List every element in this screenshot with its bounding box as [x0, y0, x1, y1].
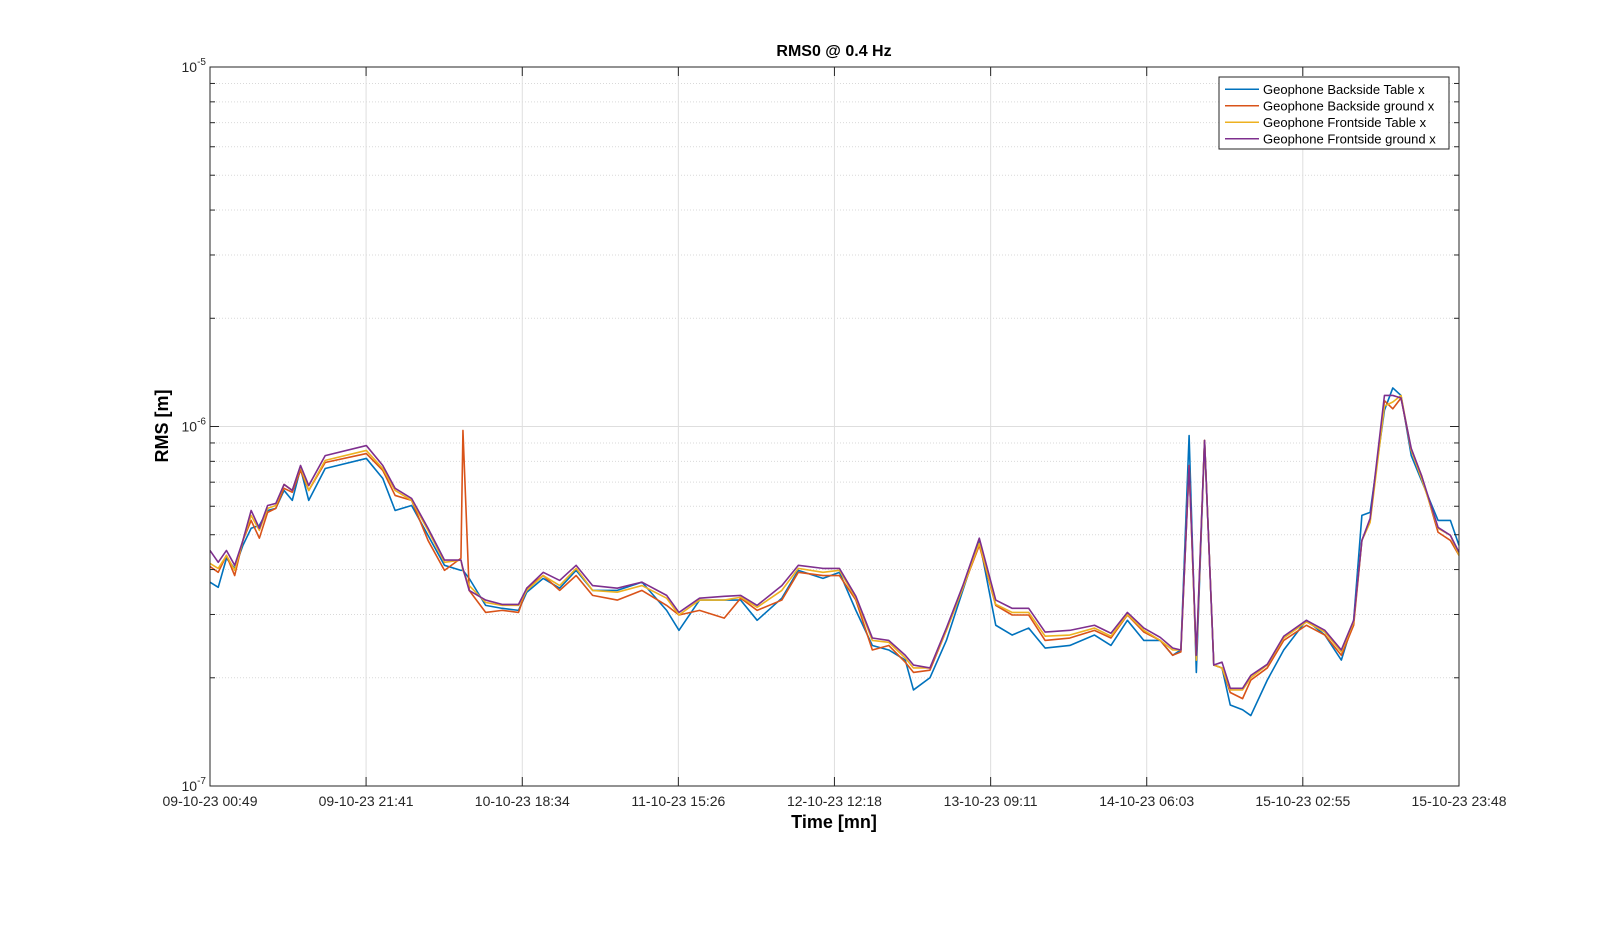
- plot-area: [209, 387, 1460, 717]
- y-tick-label: 10-5: [182, 57, 207, 75]
- x-axis-label: Time [mn]: [791, 812, 877, 832]
- chart-title: RMS0 @ 0.4 Hz: [776, 43, 891, 60]
- legend-label: Geophone Frontside Table x: [1263, 115, 1427, 130]
- series-line: [209, 394, 1460, 690]
- x-tick-label: 15-10-23 02:55: [1255, 793, 1350, 809]
- x-tick-label: 12-10-23 12:18: [787, 793, 882, 809]
- x-tick-label: 09-10-23 00:49: [163, 793, 258, 809]
- y-axis-label: RMS [m]: [152, 390, 172, 463]
- series-line: [209, 397, 1460, 700]
- axes: 10-7 10-6 10-5 09-10-23 00:49 09-10-23 21:41…: [163, 57, 1507, 809]
- y-tick-label: 10-7: [182, 776, 207, 794]
- x-tick-label: 13-10-23 09:11: [944, 793, 1038, 809]
- series-line: [209, 387, 1460, 717]
- x-tick-label: 09-10-23 21:41: [319, 793, 414, 809]
- x-tick-label: 15-10-23 23:48: [1412, 793, 1507, 809]
- x-tick-label: 10-10-23 18:34: [475, 793, 570, 809]
- legend-label: Geophone Backside Table x: [1263, 82, 1425, 97]
- legend-label: Geophone Frontside ground x: [1263, 131, 1436, 146]
- x-tick-label: 14-10-23 06:03: [1099, 793, 1194, 809]
- y-tick-label: 10-6: [182, 417, 207, 435]
- legend-label: Geophone Backside ground x: [1263, 98, 1435, 113]
- axes-box: [209, 66, 1460, 787]
- x-tick-label: 11-10-23 15:26: [631, 793, 725, 809]
